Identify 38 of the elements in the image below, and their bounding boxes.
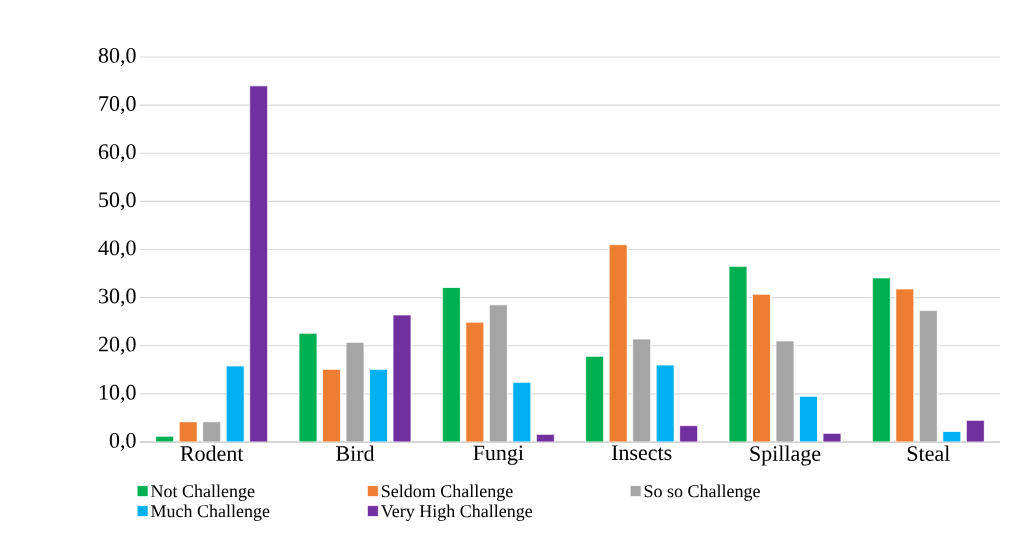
bar — [249, 85, 269, 442]
y-tick-label: 50,0 — [99, 192, 136, 211]
y-tick-label: 70,0 — [99, 96, 136, 115]
bar — [895, 288, 915, 442]
legend-label: Much Challenge — [151, 504, 270, 521]
y-tick-label: 10,0 — [99, 384, 136, 403]
y-tick-label: 80,0 — [98, 47, 136, 66]
y-tick-label: 40,0 — [98, 240, 136, 259]
y-tick-label: 30,0 — [99, 288, 136, 307]
y-tick-label: 0,0 — [109, 432, 136, 451]
bar — [225, 365, 245, 442]
bar — [488, 304, 508, 442]
x-tick-label: Rodent — [180, 445, 244, 461]
bar — [632, 338, 652, 442]
y-tick-label: 60,0 — [98, 144, 136, 163]
legend-label: Seldom Challenge — [381, 484, 513, 501]
x-tick-label: Insects — [611, 445, 672, 461]
y-tick-label: 20,0 — [98, 336, 136, 355]
bar — [752, 293, 771, 442]
bar — [512, 381, 532, 442]
x-tick-label: Spillage — [750, 445, 821, 466]
legend-label: Not Challenge — [151, 484, 255, 501]
bar — [465, 321, 485, 442]
legend-label: Very High Challenge — [380, 504, 533, 521]
legend-label: So so Challenge — [644, 484, 760, 501]
x-tick-label: Bird — [336, 445, 375, 461]
bar — [178, 421, 198, 442]
bar — [608, 244, 628, 442]
bar — [585, 355, 605, 442]
bar — [918, 310, 938, 442]
bar — [871, 277, 891, 442]
bar — [441, 287, 461, 442]
bar — [655, 364, 675, 442]
bar — [369, 368, 388, 442]
x-tick-label: Steal — [907, 445, 950, 461]
x-tick-label: Fungi — [473, 445, 524, 465]
bar — [322, 368, 341, 442]
bar — [799, 395, 818, 442]
